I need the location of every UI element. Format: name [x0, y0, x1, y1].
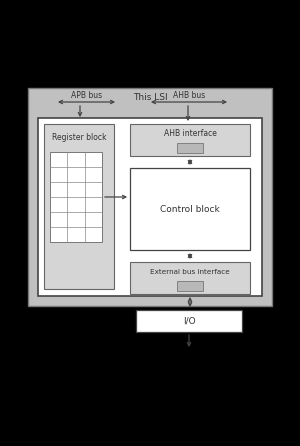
Text: External bus interface: External bus interface: [150, 269, 230, 275]
Text: I/O: I/O: [183, 317, 195, 326]
Text: Control block: Control block: [160, 205, 220, 214]
Bar: [130, 168, 250, 250]
Bar: [38, 118, 262, 296]
Text: APB bus: APB bus: [71, 91, 102, 100]
Bar: [130, 124, 250, 156]
Bar: [50, 152, 102, 242]
Text: AHB bus: AHB bus: [173, 91, 205, 100]
Bar: [28, 88, 272, 306]
Text: AHB interface: AHB interface: [164, 129, 216, 139]
Text: Register block: Register block: [52, 133, 106, 143]
Bar: [130, 262, 250, 294]
Bar: [44, 124, 114, 289]
Bar: [136, 310, 242, 332]
Bar: [177, 143, 203, 153]
Bar: [177, 281, 203, 291]
Text: This LSI: This LSI: [133, 92, 167, 102]
